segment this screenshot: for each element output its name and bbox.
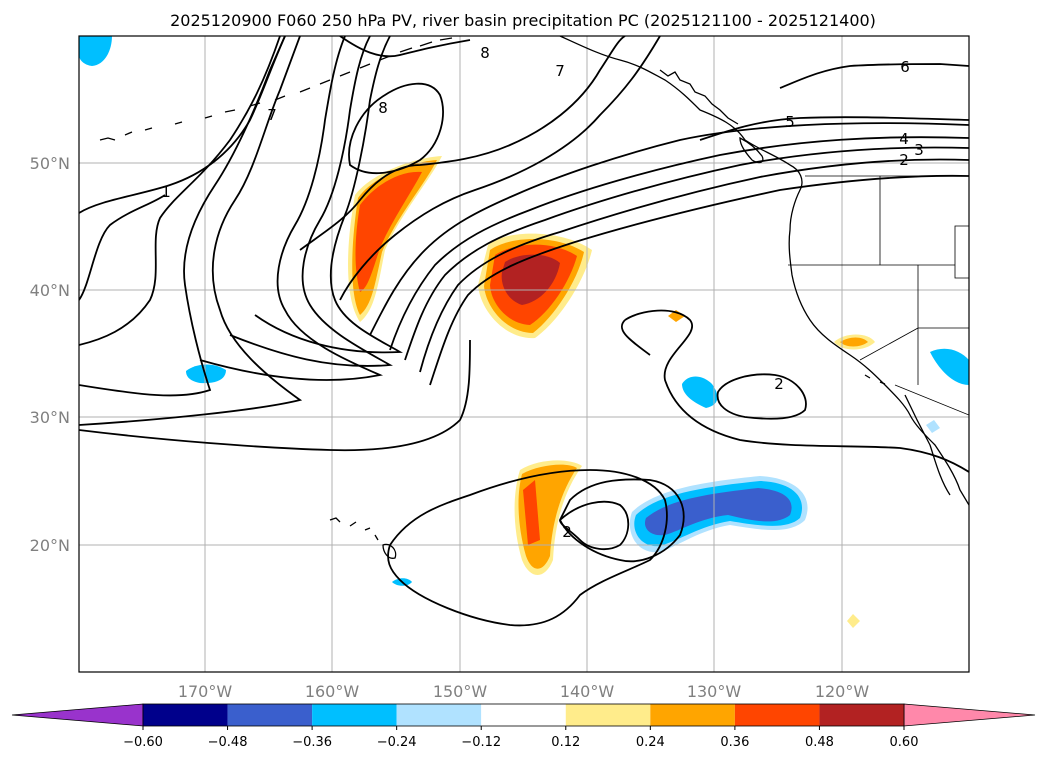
contour-labels: 8 8 7 7 1 6 5 4 3 2 2 2 (161, 44, 924, 541)
figure-title: 2025120900 F060 250 hPa PV, river basin … (170, 11, 876, 30)
lon-tick-label: 170°W (178, 682, 233, 701)
precip-blob-small-1 (668, 310, 685, 322)
precip-blob-small-4 (847, 614, 860, 628)
contour-label: 1 (161, 183, 171, 201)
colorbar-tick-label: 0.12 (551, 735, 580, 750)
colorbar-segment (481, 704, 566, 726)
precip-neg-mid (682, 376, 718, 408)
colorbar-frame (142, 703, 905, 727)
lat-tick-labels: 50°N 40°N 30°N 20°N (30, 154, 70, 555)
contour-2-subtropic (387, 469, 668, 627)
contour-5 (699, 116, 969, 141)
coastlines (99, 36, 969, 559)
lat-tick-label: 30°N (30, 408, 70, 427)
catalina-islands (864, 374, 886, 385)
lon-tick-label: 160°W (305, 682, 360, 701)
precip-shading (79, 36, 969, 628)
precip-blob-small-3 (840, 337, 868, 347)
precip-neg-nw (79, 36, 112, 66)
contour-label: 5 (785, 113, 795, 131)
contour-label: 3 (914, 141, 924, 159)
hawaii-islands (329, 517, 397, 559)
colorbar-tick-label: 0.60 (890, 735, 919, 750)
pv-contours (79, 36, 969, 627)
colorbar-tick-label: 0.48 (805, 735, 834, 750)
colorbar-tick-label: −0.60 (123, 735, 163, 750)
alaska-panhandle-islands (659, 69, 739, 125)
lon-tick-label: 150°W (433, 682, 488, 701)
contour-label: 8 (480, 44, 490, 62)
contour-8-upper (339, 36, 471, 58)
colorbar-segment (227, 704, 313, 726)
colorbar-tick-label: −0.12 (461, 735, 501, 750)
lat-tick-label: 50°N (30, 154, 70, 173)
contour-label: 2 (899, 151, 909, 169)
colorbar-segment (650, 704, 735, 726)
lat-tick-label: 40°N (30, 281, 70, 300)
colorbar-extend-max (903, 703, 1036, 727)
lat-tick-label: 20°N (30, 536, 70, 555)
lon-tick-labels: 170°W 160°W 150°W 140°W 130°W 120°W (178, 682, 870, 701)
colorbar-segment (143, 704, 228, 726)
colorbar-segment (312, 704, 397, 726)
colorbar-tick-labels: −0.60 −0.48 −0.36 −0.24 −0.12 0.12 0.24 0.36 0.4… (123, 726, 918, 750)
lon-tick-label: 120°W (815, 682, 870, 701)
baja-coast (904, 394, 951, 496)
lon-tick-label: 140°W (560, 682, 615, 701)
contour-label: 8 (378, 99, 388, 117)
colorbar-segment (734, 704, 820, 726)
map-frame (78, 35, 970, 673)
colorbar-tick-label: −0.36 (292, 735, 332, 750)
lon-tick-label: 130°W (687, 682, 742, 701)
aleutian-islands (99, 37, 453, 141)
contour-label: 7 (267, 106, 277, 124)
precip-blob-subtropic-high (523, 480, 540, 545)
colorbar-extend-min (11, 703, 144, 727)
precip-neg-tiny-2 (926, 420, 940, 433)
contour-label: 6 (900, 58, 910, 76)
colorbar-tick-label: −0.24 (377, 735, 417, 750)
precip-blob-ne-pacific-max (501, 254, 560, 305)
contour-6 (779, 63, 969, 89)
colorbar-segment (565, 704, 651, 726)
precip-neg-coast (930, 348, 969, 385)
colorbar-segment (396, 704, 482, 726)
contour-label: 7 (555, 62, 565, 80)
contour-label: 2 (562, 523, 572, 541)
colorbar-tick-label: 0.24 (636, 735, 665, 750)
gridlines (79, 36, 969, 672)
precip-neg-east-high (644, 488, 792, 536)
colorbar-tick-label: −0.48 (208, 735, 248, 750)
state-borders (788, 175, 969, 416)
north-america-coast (559, 36, 969, 506)
precip-blob-north-high (355, 171, 422, 292)
colorbar-tick-label: 0.36 (720, 735, 749, 750)
contour-label: 4 (899, 130, 909, 148)
contour-2-loop (558, 478, 685, 563)
map-area: 8 8 7 7 1 6 5 4 3 2 2 2 (79, 36, 969, 672)
contour-2-loop-east (716, 373, 807, 420)
contour-2-mid (624, 309, 969, 473)
colorbar-segment (819, 704, 904, 726)
precip-neg-west (186, 364, 226, 384)
colorbar (11, 703, 1036, 727)
contour-label: 2 (774, 375, 784, 393)
